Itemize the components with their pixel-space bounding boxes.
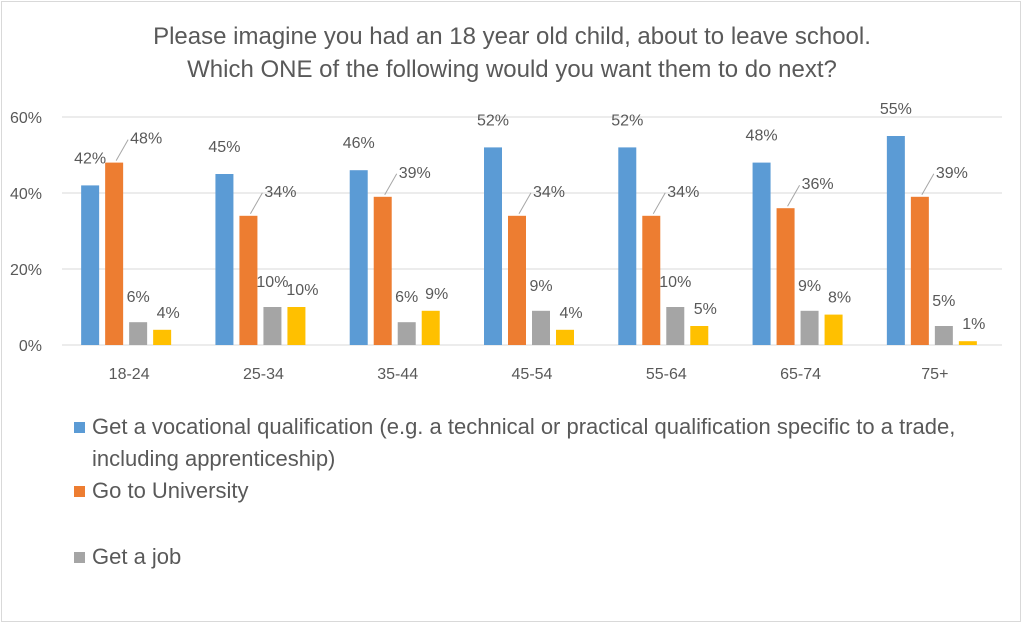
data-label: 4% (559, 305, 582, 322)
legend-swatch-job (74, 552, 85, 563)
x-tick-label: 25-34 (243, 366, 284, 383)
bar (263, 307, 282, 345)
bar (397, 322, 416, 345)
bar (642, 215, 661, 345)
data-label: 34% (264, 184, 296, 201)
bar (508, 215, 526, 345)
bar (129, 322, 148, 345)
legend-item-job: Get a job (72, 541, 1002, 573)
chart-title-line-1: Please imagine you had an 18 year old ch… (153, 23, 871, 50)
data-label: 55% (880, 101, 912, 118)
bar (153, 329, 172, 345)
bar (666, 307, 685, 345)
bar (958, 341, 977, 345)
bar (752, 162, 771, 345)
chart-title-line-2: Which ONE of the following would you wan… (187, 56, 837, 83)
legend-swatch-university (74, 486, 85, 497)
data-label: 39% (936, 165, 968, 182)
y-tick-label: 20% (10, 262, 42, 279)
data-label: 48% (130, 131, 162, 148)
data-label: 5% (932, 293, 955, 310)
data-label: 10% (256, 274, 288, 291)
bar (373, 196, 392, 345)
data-label: 34% (533, 184, 565, 201)
y-tick-label: 0% (19, 338, 42, 355)
bar (239, 215, 258, 345)
data-label: 9% (529, 278, 552, 295)
legend-swatch-vocational (74, 422, 85, 433)
leader-line (518, 192, 532, 215)
bar (105, 162, 124, 345)
legend-label-job: Get a job (92, 544, 182, 569)
bar (484, 147, 502, 345)
data-label: 9% (798, 278, 821, 295)
bar (690, 326, 709, 345)
data-label: 5% (694, 301, 717, 318)
data-label: 34% (667, 184, 699, 201)
bar (800, 310, 819, 345)
x-tick-label: 35-44 (377, 366, 418, 383)
bar (349, 170, 368, 345)
data-label: 45% (208, 139, 240, 156)
data-label: 9% (425, 286, 448, 303)
data-label: 52% (477, 112, 509, 129)
leader-line (652, 192, 666, 215)
bar (776, 208, 795, 345)
leader-line (115, 139, 129, 161)
bar (81, 185, 100, 345)
x-tick-label: 75+ (921, 366, 948, 383)
bar (421, 310, 440, 345)
bar (532, 310, 550, 345)
bar (287, 307, 306, 345)
legend-label-university: Go to University (92, 478, 249, 503)
legend-item-vocational: Get a vocational qualification (e.g. a t… (72, 411, 1002, 475)
x-tick-label: 18-24 (109, 366, 150, 383)
data-label: 6% (127, 289, 150, 306)
data-label: 46% (343, 135, 375, 152)
data-label: 42% (74, 150, 106, 167)
legend-label-vocational: Get a vocational qualification (e.g. a t… (92, 414, 956, 471)
x-tick-label: 55-64 (646, 366, 687, 383)
data-label: 6% (395, 289, 418, 306)
bar (910, 196, 929, 345)
chart-title: Please imagine you had an 18 year old ch… (0, 20, 1024, 86)
x-tick-label: 45-54 (512, 366, 553, 383)
data-label: 36% (802, 176, 834, 193)
bar (556, 329, 574, 345)
chart-legend: Get a vocational qualification (e.g. a t… (72, 411, 1002, 573)
x-tick-label: 65-74 (780, 366, 821, 383)
data-label: 8% (828, 290, 851, 307)
y-tick-label: 60% (10, 110, 42, 127)
data-label: 48% (746, 128, 778, 145)
bar (934, 326, 953, 345)
data-label: 10% (659, 274, 691, 291)
leader-line (249, 192, 263, 215)
legend-item-university: Go to University (72, 475, 1002, 507)
leader-line (787, 184, 801, 207)
data-label: 10% (286, 282, 318, 299)
bar (886, 136, 905, 345)
data-label: 52% (611, 112, 643, 129)
y-tick-label: 40% (10, 186, 42, 203)
data-label: 39% (399, 165, 431, 182)
bar (824, 314, 843, 345)
bar (215, 174, 234, 345)
bar-chart: 0%20%40%60%42%48%6%4%18-2445%34%10%10%25… (10, 101, 1002, 383)
leader-line (921, 173, 935, 196)
data-label: 4% (157, 305, 180, 322)
bar (618, 147, 637, 345)
data-label: 1% (962, 316, 985, 333)
leader-line (384, 173, 398, 196)
